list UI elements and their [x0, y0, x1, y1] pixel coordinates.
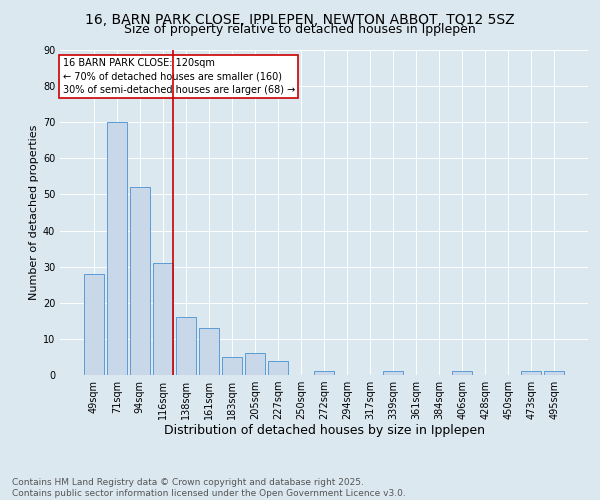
Bar [84, 274, 104, 375]
Y-axis label: Number of detached properties: Number of detached properties [29, 125, 38, 300]
Bar [452, 372, 472, 375]
Bar [383, 372, 403, 375]
Bar [130, 187, 149, 375]
Bar [314, 372, 334, 375]
Bar [521, 372, 541, 375]
Text: Contains HM Land Registry data © Crown copyright and database right 2025.
Contai: Contains HM Land Registry data © Crown c… [12, 478, 406, 498]
Text: 16 BARN PARK CLOSE: 120sqm
← 70% of detached houses are smaller (160)
30% of sem: 16 BARN PARK CLOSE: 120sqm ← 70% of deta… [62, 58, 295, 94]
Text: Size of property relative to detached houses in Ipplepen: Size of property relative to detached ho… [124, 22, 476, 36]
Bar [107, 122, 127, 375]
Bar [176, 317, 196, 375]
Text: 16, BARN PARK CLOSE, IPPLEPEN, NEWTON ABBOT, TQ12 5SZ: 16, BARN PARK CLOSE, IPPLEPEN, NEWTON AB… [85, 12, 515, 26]
Bar [245, 354, 265, 375]
Bar [153, 263, 173, 375]
Bar [544, 372, 564, 375]
Bar [222, 357, 242, 375]
Bar [268, 360, 288, 375]
X-axis label: Distribution of detached houses by size in Ipplepen: Distribution of detached houses by size … [163, 424, 485, 436]
Bar [199, 328, 218, 375]
